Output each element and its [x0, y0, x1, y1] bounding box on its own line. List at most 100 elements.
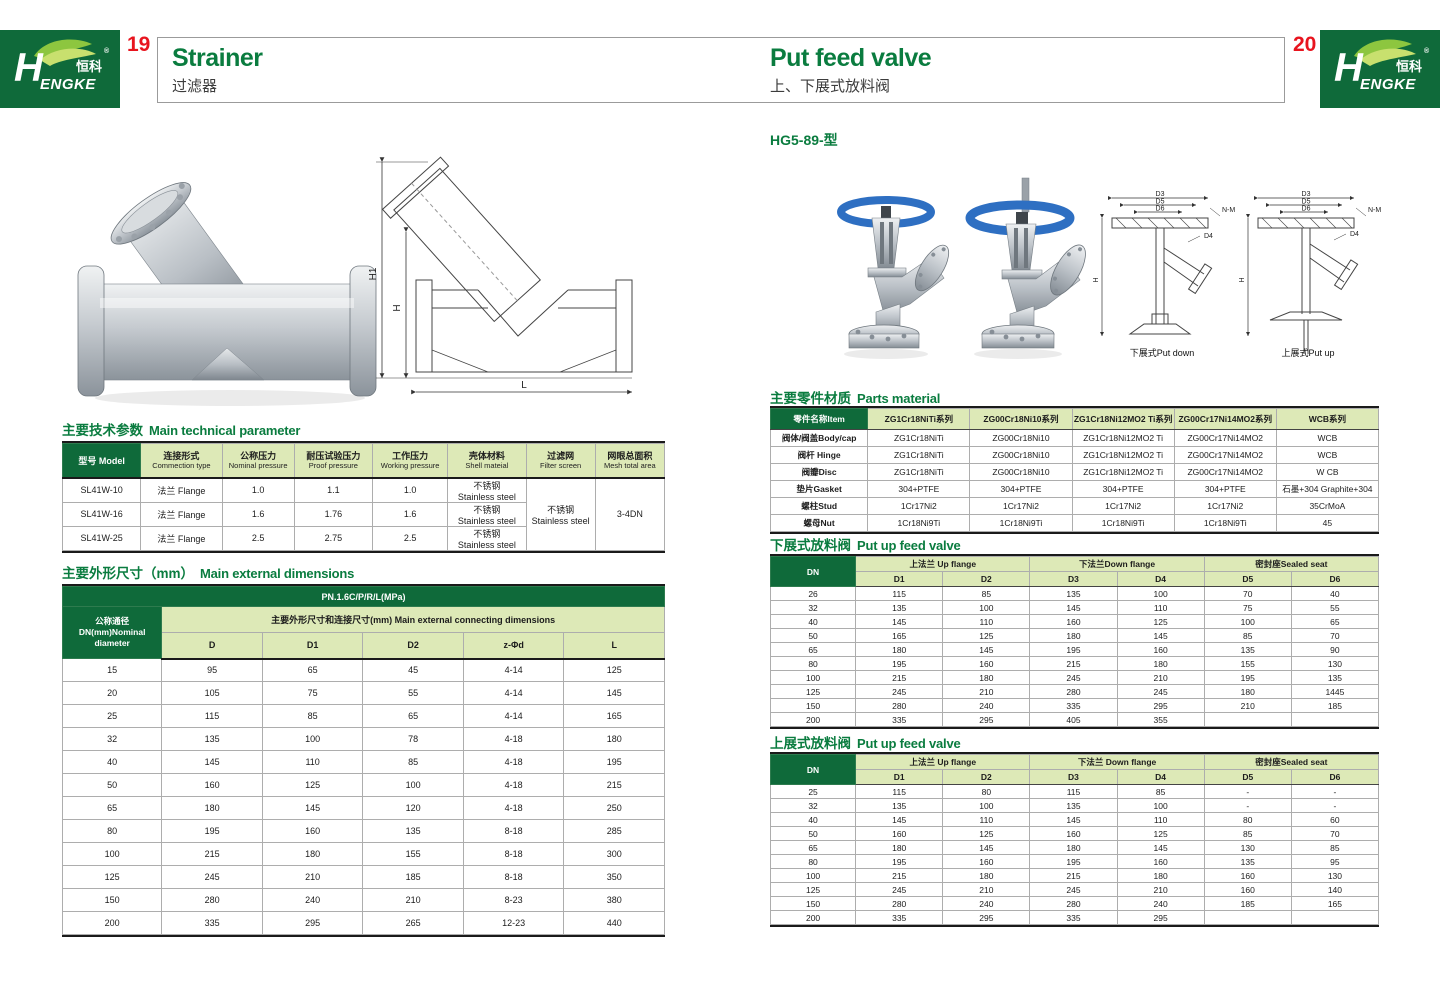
- table-cell: 110: [942, 614, 1031, 629]
- table-cell: 32: [61, 727, 163, 751]
- parts-table: 零件名称Item ZG1Cr18NiTi系列 ZG00Cr18Ni10系列 ZG…: [769, 408, 1380, 532]
- table-cell: [1290, 910, 1380, 925]
- table-cell: 125: [61, 865, 163, 889]
- table-cell: 12-23: [462, 911, 565, 935]
- table-cell: 1Cr18Ni9Ti: [1173, 514, 1277, 532]
- table-row: 40 145 110 85 4-18 195: [61, 750, 665, 774]
- table-cell: 195: [563, 750, 665, 774]
- table-cell: 380: [563, 888, 665, 912]
- right-title-zh: 上、下展式放料阀: [770, 77, 891, 95]
- col-header-d1: D1: [855, 571, 944, 587]
- table-cell: ZG1Cr18NiTi: [867, 446, 971, 464]
- tech-table-title: 主要技术参数 Main technical parameter: [62, 419, 300, 439]
- table-cell: 135: [1029, 586, 1118, 601]
- col-header-d4: D4: [1116, 571, 1205, 587]
- table-cell: 210: [942, 882, 1031, 897]
- table-cell: ZG1Cr18Ni12MO2 Ti: [1071, 429, 1175, 447]
- table-cell: 160: [161, 773, 263, 797]
- col-header-d6: D6: [1290, 769, 1380, 785]
- table-cell: 145: [563, 681, 665, 705]
- table-cell: 125: [942, 628, 1031, 643]
- brand-logo-left: H ENGKE 恒科 ®: [0, 30, 120, 108]
- table-cell: 阀杆 Hinge: [769, 446, 869, 464]
- table-cell: 245: [855, 684, 944, 699]
- table-cell: 300: [563, 842, 665, 866]
- table-cell: 90: [1290, 642, 1380, 657]
- table-row: 200 335 295 405 355: [769, 712, 1380, 727]
- table-cell: 335: [855, 910, 944, 925]
- table-row: 80 195 160 215 180 155 130: [769, 656, 1380, 671]
- table-cell: 60: [1290, 812, 1380, 827]
- table-cell: ZG00Cr18Ni10: [969, 429, 1073, 447]
- table-cell: 75: [261, 681, 364, 705]
- down-table-title: 下展式放料阀 Put up feed valve: [770, 534, 961, 554]
- table-cell: 210: [261, 865, 364, 889]
- table-cell: 180: [1029, 628, 1118, 643]
- table-cell: 150: [61, 888, 163, 912]
- table-cell: 1Cr18Ni9Ti: [969, 514, 1073, 532]
- group-header-sealed-seat: 密封座Sealed seat: [1203, 754, 1380, 770]
- table-cell: 245: [1029, 670, 1118, 685]
- group-header-down-flange: 下法兰 Down flange: [1029, 754, 1205, 770]
- table-cell: 85: [1116, 784, 1205, 799]
- col-header-d3: D3: [1029, 571, 1118, 587]
- table-row: 垫片Gasket 304+PTFE 304+PTFE 304+PTFE 304+PTFE…: [769, 480, 1380, 498]
- table-cell: 8-18: [462, 865, 565, 889]
- table-row: 50 160 125 100 4-18 215: [61, 773, 665, 797]
- col-header-zd: z-Φd: [462, 632, 565, 660]
- table-cell: 145: [161, 750, 263, 774]
- col-header: 耐压试验压力 Proof pressure: [293, 443, 374, 479]
- dim-label-d6: D6: [1156, 206, 1165, 213]
- table-row: 50 165 125 180 145 85 70: [769, 628, 1380, 643]
- table-cell: 85: [1203, 628, 1292, 643]
- table-cell: 4-18: [462, 750, 565, 774]
- table-cell: 304+PTFE: [867, 480, 971, 498]
- down-title-en: Put up feed valve: [857, 538, 961, 553]
- up-table: DN 上法兰 Up flange 下法兰 Down flange 密封座Seal…: [769, 754, 1380, 925]
- table-cell: 75: [1203, 600, 1292, 615]
- table-cell: 100: [1116, 798, 1205, 813]
- table-cell: 265: [362, 911, 464, 935]
- table-cell: ZG00Cr17Ni14MO2: [1173, 463, 1277, 481]
- model-series-label: HG5-89-型: [770, 132, 838, 148]
- table-row: 125 245 210 185 8-18 350: [61, 865, 665, 889]
- table-row: 100 215 180 245 210 195 135: [769, 670, 1380, 685]
- col-header-d3: D3: [1029, 769, 1118, 785]
- col-header-d: D: [161, 632, 263, 660]
- table-cell: 70: [1290, 826, 1380, 841]
- dims-table: PN.1.6C/P/R/L(MPa) 公称通径 DN(mm)Nominal di…: [61, 586, 665, 935]
- table-cell: 125: [261, 773, 364, 797]
- dim-label-d6: D6: [1302, 206, 1311, 213]
- table-cell: 100: [942, 600, 1031, 615]
- left-page-title: Strainer 过滤器: [172, 44, 263, 96]
- dim-label-d5: D5: [1156, 199, 1165, 206]
- table-cell: 145: [855, 614, 944, 629]
- table-row: 150 280 240 280 240 185 165: [769, 896, 1380, 911]
- table-cell: 180: [563, 727, 665, 751]
- table-cell: 195: [855, 656, 944, 671]
- table-cell: ZG1Cr18NiTi: [867, 429, 971, 447]
- col-header-d6: D6: [1290, 571, 1380, 587]
- table-cell: 160: [1203, 868, 1292, 883]
- table-cell: 335: [161, 911, 263, 935]
- table-row: SL41W-10 法兰 Flange 1.0 1.1 1.0 不锈钢 Stainles…: [61, 477, 666, 551]
- table-cell: 195: [1203, 670, 1292, 685]
- table-cell: 50: [769, 826, 857, 841]
- dim-label-d4: D4: [1350, 231, 1359, 238]
- merged-mesh-area: 3-4DN: [594, 477, 666, 551]
- table-cell: 4-18: [462, 796, 565, 820]
- tech-title-en: Main technical parameter: [149, 423, 301, 438]
- table-cell: 95: [1290, 854, 1380, 869]
- table-cell: WCB: [1275, 446, 1380, 464]
- table-cell: 80: [61, 819, 163, 843]
- table-cell: 40: [1290, 586, 1380, 601]
- logo-chinese: 恒科: [1396, 59, 1423, 74]
- table-cell: 8-23: [462, 888, 565, 912]
- table-row: 200 335 295 335 295: [769, 910, 1380, 925]
- table-cell: 145: [942, 840, 1031, 855]
- table-cell: ZG1Cr18NiTi: [867, 463, 971, 481]
- table-cell: 200: [769, 910, 857, 925]
- table-cell: 245: [161, 865, 263, 889]
- table-cell: 215: [161, 842, 263, 866]
- table-row: 25 115 85 65 4-14 165: [61, 704, 665, 728]
